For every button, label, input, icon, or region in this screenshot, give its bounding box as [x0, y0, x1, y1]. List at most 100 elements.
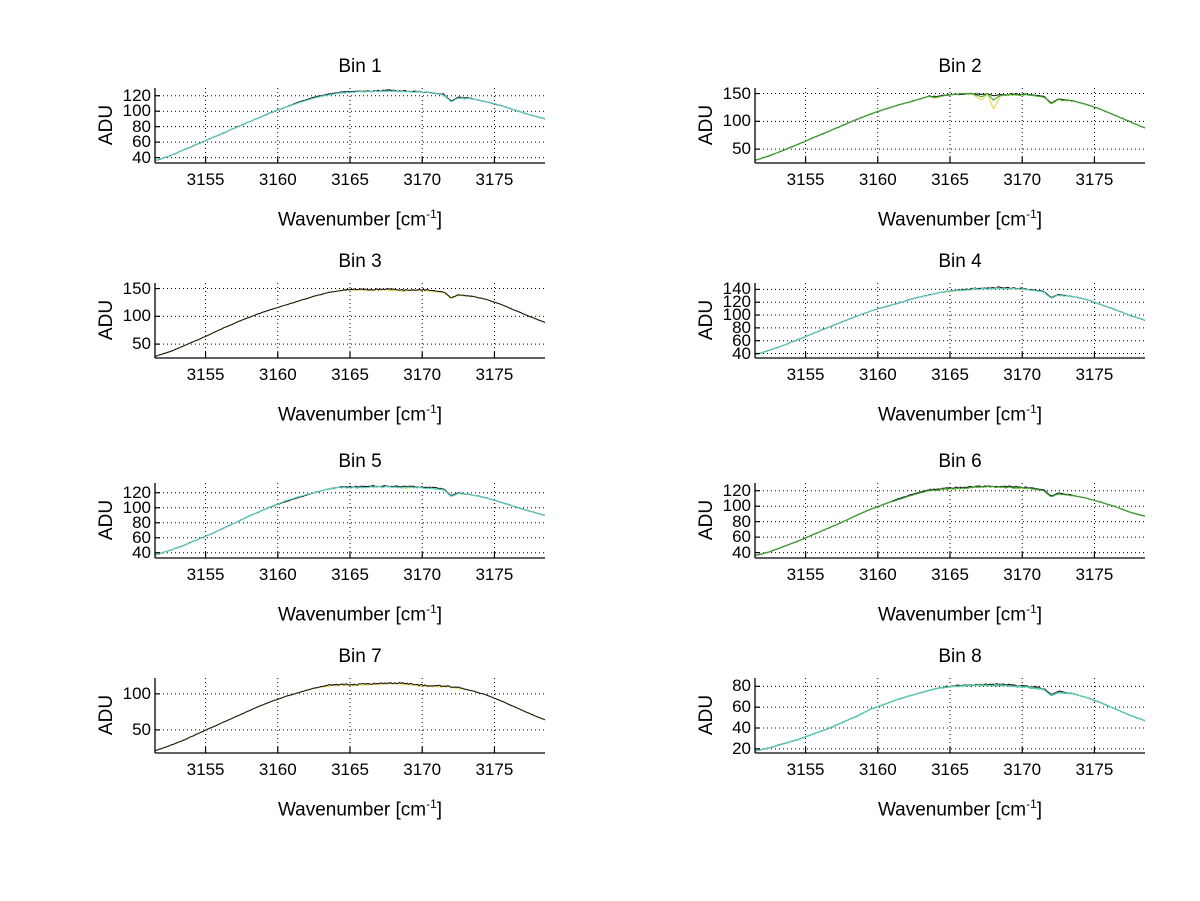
plot-panel-7: Bin 7 ADU Wavenumber [cm-1] 50 100 3155 3160 31…: [60, 645, 660, 841]
x-axis-label-tail: ]: [1036, 209, 1043, 231]
x-tick-label: 3175: [1075, 170, 1114, 189]
x-tick-label: 3160: [258, 170, 297, 189]
x-tick-label: 3170: [1003, 170, 1042, 189]
x-tick-label: 3175: [475, 760, 514, 779]
x-axis-label-text: Wavenumber [cm: [277, 209, 427, 231]
x-tick-label: 3165: [331, 565, 369, 584]
x-tick-label: 3170: [403, 365, 442, 384]
plot-panel-8: Bin 8 ADU Wavenumber [cm-1] 20 40 60 80 3155 316…: [660, 645, 1200, 841]
y-tick-label: 150: [122, 278, 151, 298]
y-tick-label: 40: [732, 542, 751, 562]
x-axis-label-tail: ]: [436, 799, 443, 821]
x-tick-label: 3160: [858, 365, 897, 384]
y-tick-label: 100: [122, 683, 151, 703]
x-axis-label-tail: ]: [1036, 604, 1043, 626]
x-tick-label: 3165: [331, 170, 369, 189]
x-tick-label: 3175: [1075, 760, 1114, 779]
plot-area: [154, 283, 546, 359]
data-series-trace-cyan: [754, 287, 1146, 356]
panel-title: Bin 7: [338, 646, 382, 667]
y-tick-label: 50: [732, 139, 751, 159]
x-tick-label: 3160: [858, 565, 897, 584]
plot-panel-6: Bin 6 ADU Wavenumber [cm-1] 40 60 80 100 120 315…: [660, 450, 1200, 646]
x-axis-label: Wavenumber [cm-1]: [660, 402, 1200, 426]
panel-title: Bin 2: [938, 56, 982, 77]
data-series-trace-black: [754, 683, 1146, 752]
y-tick-label: 120: [722, 480, 751, 500]
plot-panel-5: Bin 5 ADU Wavenumber [cm-1] 40 60 80 100 120 315…: [60, 450, 660, 646]
x-tick-label: 3175: [1075, 365, 1114, 384]
x-axis-label-exponent: -1: [426, 602, 437, 616]
panel-title: Bin 8: [938, 646, 982, 667]
x-tick-label: 3175: [475, 365, 514, 384]
panel-title: Bin 1: [338, 56, 382, 77]
data-series-trace-cyan: [154, 485, 546, 556]
y-tick-label: 50: [132, 334, 151, 354]
data-series-trace-black: [754, 485, 1146, 557]
x-tick-label: 3165: [931, 565, 969, 584]
x-axis-label: Wavenumber [cm-1]: [660, 207, 1200, 231]
y-tick-label: 80: [732, 676, 751, 696]
panel-title: Bin 4: [938, 251, 982, 272]
x-tick-label: 3155: [786, 365, 825, 384]
x-axis-label-text: Wavenumber [cm: [877, 209, 1027, 231]
x-axis-label-exponent: -1: [1026, 207, 1037, 221]
x-tick-label: 3160: [858, 170, 897, 189]
plot-svg: [154, 283, 546, 359]
y-tick-label: 60: [132, 527, 151, 547]
x-axis-label-text: Wavenumber [cm: [277, 604, 427, 626]
data-series-trace-yellow: [154, 89, 546, 162]
x-tick-label: 3160: [258, 565, 297, 584]
x-axis-label-text: Wavenumber [cm: [877, 604, 1027, 626]
y-tick-label: 80: [132, 116, 151, 136]
y-tick-label: 20: [732, 738, 751, 758]
y-tick-label: 80: [732, 511, 751, 531]
y-tick-label: 120: [122, 482, 151, 502]
y-tick-label: 80: [132, 512, 151, 532]
x-tick-label: 3155: [186, 760, 225, 779]
data-series-trace-yellow: [754, 92, 1146, 161]
y-tick-label: 100: [722, 111, 751, 131]
x-tick-label: 3165: [331, 760, 369, 779]
x-axis-label-exponent: -1: [426, 797, 437, 811]
plot-svg: [754, 678, 1146, 754]
x-axis-label-tail: ]: [436, 209, 443, 231]
data-series-trace-black: [754, 92, 1146, 161]
y-tick-label: 120: [122, 85, 151, 105]
x-axis-label-tail: ]: [1036, 799, 1043, 821]
data-series-trace-yellow: [154, 682, 546, 752]
x-tick-label: 3155: [786, 760, 825, 779]
y-tick-label: 140: [722, 279, 751, 299]
x-tick-label: 3175: [1075, 565, 1114, 584]
plot-area: [754, 483, 1146, 559]
data-series-trace-yellow: [754, 287, 1146, 356]
x-tick-label: 3155: [186, 170, 225, 189]
x-axis-label-exponent: -1: [1026, 402, 1037, 416]
data-series-trace-green: [754, 92, 1146, 161]
y-tick-label: 150: [722, 83, 751, 103]
plot-panel-2: Bin 2 ADU Wavenumber [cm-1] 50 100 150 3155 316…: [660, 55, 1200, 251]
x-tick-label: 3170: [1003, 365, 1042, 384]
plot-svg: [154, 678, 546, 754]
plot-panel-4: Bin 4 ADU Wavenumber [cm-1] 40 60 80 100 120 140…: [660, 250, 1200, 446]
data-series-trace-yellow: [154, 485, 546, 556]
y-tick-label: 60: [132, 132, 151, 152]
y-tick-label: 100: [122, 101, 151, 121]
y-tick-label: 100: [722, 496, 751, 516]
x-tick-label: 3165: [931, 170, 969, 189]
x-tick-label: 3165: [331, 365, 369, 384]
y-tick-label: 100: [122, 497, 151, 517]
y-tick-label: 60: [732, 697, 751, 717]
data-series-trace-black: [154, 288, 546, 357]
x-axis-label: Wavenumber [cm-1]: [60, 797, 660, 821]
x-axis-label-tail: ]: [436, 404, 443, 426]
x-tick-label: 3175: [475, 170, 514, 189]
y-tick-label: 60: [732, 330, 751, 350]
x-tick-label: 3155: [786, 170, 825, 189]
x-tick-label: 3160: [258, 760, 297, 779]
plot-svg: [754, 88, 1146, 164]
x-tick-label: 3170: [1003, 565, 1042, 584]
data-series-trace-green: [754, 485, 1146, 557]
data-series-trace-yellow: [754, 485, 1146, 557]
x-tick-label: 3170: [403, 170, 442, 189]
